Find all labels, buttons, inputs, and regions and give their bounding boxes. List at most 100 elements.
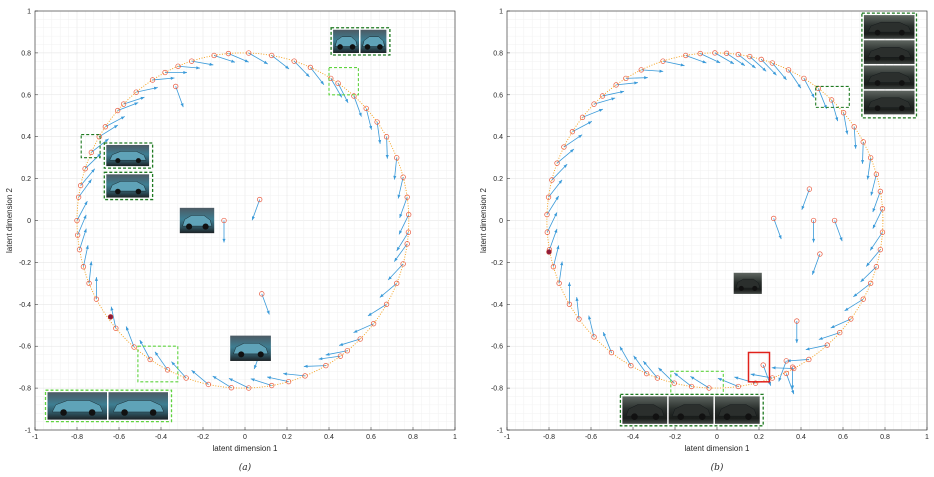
arrow-head <box>729 60 734 64</box>
data-point <box>608 349 615 356</box>
data-point <box>545 194 552 200</box>
arrow-head <box>782 76 787 80</box>
car-body <box>362 36 385 47</box>
car-wheel <box>257 351 264 358</box>
data-point <box>576 316 582 322</box>
arrow-head <box>575 297 579 301</box>
x-tick-label: -0.2 <box>669 434 681 441</box>
data-point <box>712 50 718 56</box>
data-point <box>307 64 314 71</box>
data-point <box>257 196 263 203</box>
car-wheel <box>745 413 752 420</box>
x-tick-label: -1 <box>504 434 510 441</box>
data-point <box>394 155 400 161</box>
arrow-head <box>818 336 823 340</box>
data-point <box>173 83 179 90</box>
car-wheel <box>135 158 141 164</box>
car-wheel <box>377 44 383 50</box>
car-wheel <box>899 105 905 112</box>
thumbnail-box <box>861 12 918 119</box>
data-point <box>783 370 789 377</box>
car-wheel <box>135 188 142 195</box>
x-tick-label: 0.8 <box>880 434 890 441</box>
data-point <box>404 241 410 247</box>
car-body <box>867 22 912 33</box>
arrow-head <box>872 224 876 229</box>
arrow-head <box>702 60 707 64</box>
chart-panel-a: -1 -0.8 -0.6 -0.4 -0.2 0 0.2 0.4 0.6 0.8 1 -1 -0.8 -0… <box>5 9 457 474</box>
arrow-head <box>634 81 639 85</box>
arrow-head <box>830 325 835 328</box>
arrow-head <box>860 278 865 282</box>
arrow-head <box>811 93 815 98</box>
y-tick-label: 0 <box>27 218 31 225</box>
arrow-head <box>209 62 214 66</box>
arrow-head <box>318 357 323 361</box>
arrow-head <box>84 201 88 206</box>
arrow-head <box>104 138 109 143</box>
arrow-head <box>853 293 858 297</box>
y-tick-label: -0.2 <box>19 260 31 267</box>
data-point <box>86 280 92 286</box>
data-point <box>806 186 813 192</box>
y-tick-label: 0.4 <box>493 134 503 141</box>
data-point <box>879 206 886 212</box>
arrow-head <box>250 378 255 382</box>
data-point <box>831 217 838 224</box>
data-point <box>599 93 606 99</box>
arrow-head <box>222 238 226 243</box>
car-wheel <box>899 54 905 61</box>
data-point <box>164 367 171 373</box>
arrow-head <box>801 205 805 210</box>
arrow-head <box>110 306 114 311</box>
arrow-head <box>716 59 721 63</box>
data-point <box>113 325 119 331</box>
arrow-head <box>83 214 87 219</box>
y-tick-label: -1 <box>25 428 31 435</box>
y-tick-label: 0.2 <box>493 176 503 183</box>
arrow-head <box>183 70 188 75</box>
x-tick-label: -0.4 <box>627 434 639 441</box>
data-point <box>771 215 777 222</box>
data-point <box>383 301 390 307</box>
car-wheel <box>238 351 245 358</box>
car-body <box>867 47 912 58</box>
data-point <box>806 356 812 363</box>
arrow-head <box>633 355 638 360</box>
arrow-head <box>196 66 200 70</box>
data-point <box>259 291 265 297</box>
data-point <box>791 365 797 372</box>
arrow-head <box>778 235 782 240</box>
arrow-head <box>797 84 801 89</box>
data-point <box>735 51 741 58</box>
arrow-head <box>750 373 755 377</box>
arrow-head <box>578 134 583 139</box>
arrow-head <box>379 293 384 298</box>
data-point <box>544 229 550 235</box>
arrow-head <box>845 130 849 135</box>
data-point <box>683 52 689 59</box>
arrow-head <box>91 168 95 173</box>
data-point <box>228 385 234 391</box>
data-point <box>357 336 363 342</box>
arrow-head <box>94 277 98 281</box>
x-tick-label: 1 <box>453 434 457 441</box>
arrow-head <box>866 262 870 267</box>
arrow-head <box>805 347 810 351</box>
car-wheel <box>698 413 706 420</box>
x-tick-label: 1 <box>925 434 929 441</box>
data-point <box>285 378 292 385</box>
data-point <box>688 383 695 390</box>
arrow-head <box>853 144 858 149</box>
data-point <box>638 67 644 73</box>
arrow-head <box>89 261 93 266</box>
data-point <box>211 52 217 59</box>
data-point <box>351 93 357 99</box>
arrow-head <box>97 153 101 158</box>
arrow-head <box>603 332 607 337</box>
x-tick-label: -0.8 <box>71 434 83 441</box>
arrow-head <box>393 175 397 180</box>
data-point <box>860 139 866 145</box>
car-wheel <box>60 409 67 416</box>
data-point <box>877 246 883 253</box>
